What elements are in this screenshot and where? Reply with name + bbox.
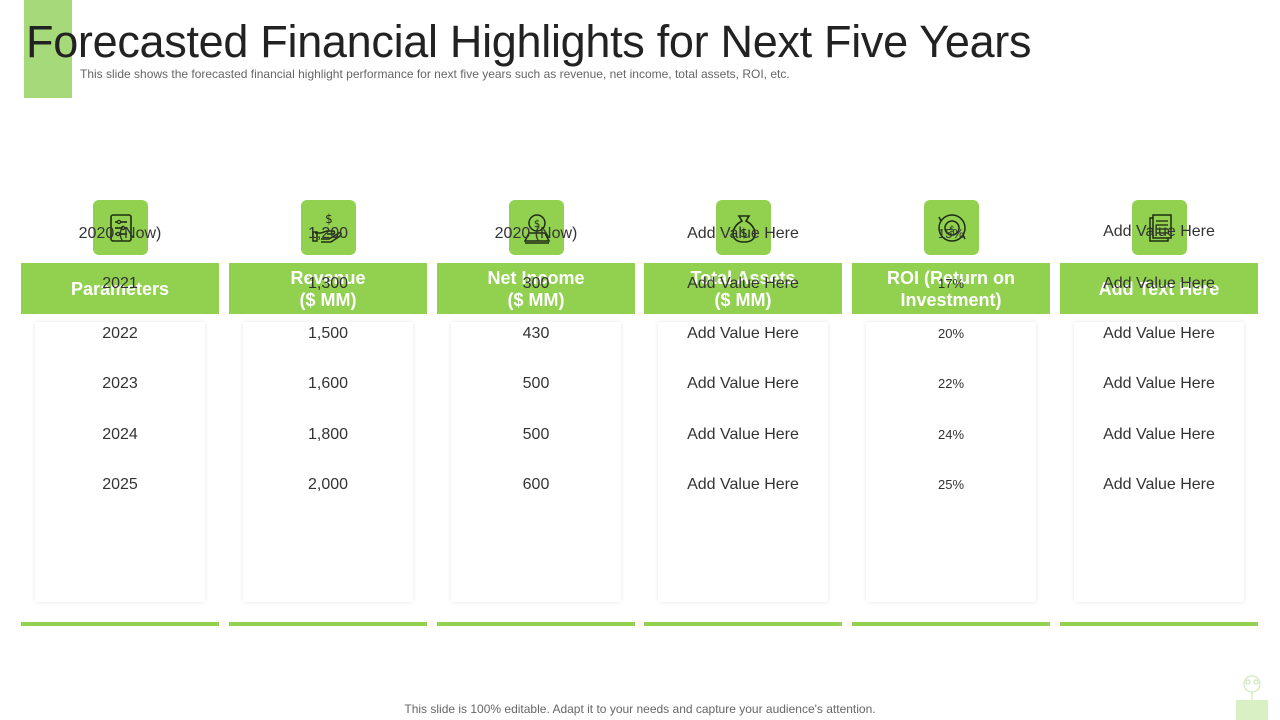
table-cell: 15%	[937, 226, 965, 241]
table-cell: Add Value Here	[687, 225, 799, 242]
table-cell: 500	[522, 375, 550, 392]
table-cell: 1,200	[307, 225, 349, 242]
column-header: ROI (Return on Investment)	[852, 263, 1050, 314]
coin-cycle-icon: $	[937, 213, 966, 242]
hand-dollar-icon-box: $	[301, 200, 356, 255]
table-cell: 1,500	[307, 325, 349, 342]
table-cell: Add Value Here	[687, 426, 799, 443]
column-header-line: Total Assets	[690, 267, 796, 288]
checklist-icon	[109, 213, 132, 242]
table-cell: Add Value Here	[687, 375, 799, 392]
table-cell: Add Value Here	[1103, 426, 1215, 443]
documents-icon	[1148, 213, 1172, 242]
column-header: Net Income ($ MM)	[437, 263, 635, 314]
column-body	[21, 314, 219, 622]
column-header-line: Add Text Here	[1098, 278, 1220, 299]
table-cell: 500	[522, 426, 550, 443]
column-bottom-bar	[1060, 622, 1258, 626]
svg-text:$: $	[949, 225, 955, 235]
money-bag-icon: $	[731, 214, 756, 243]
column-bottom-bar	[437, 622, 635, 626]
column-body	[852, 314, 1050, 622]
table-cell: 25%	[937, 477, 965, 492]
table-cell: Add Value Here	[1103, 275, 1215, 292]
title-accent-bar	[24, 0, 72, 98]
column-header: Total Assets ($ MM)	[644, 263, 842, 314]
coin-cycle-icon-box: $	[924, 200, 979, 255]
table-cell: 1,300	[307, 275, 349, 292]
column-2: $ Revenue ($ MM) 1,200 1,300 1,500 1,600 1,800 2…	[229, 200, 427, 627]
table-cell: 1,600	[307, 375, 349, 392]
column-1: Parameters 2020 (Now) 2021 2022 2023 2024 2025	[21, 200, 219, 627]
column-header-line: ($ MM)	[714, 289, 772, 310]
column-header: Parameters	[21, 263, 219, 314]
column-bottom-bar	[644, 622, 842, 626]
column-5: $ ROI (Return on Investment) 15% 17% 20% 22% 24…	[852, 200, 1050, 627]
column-header-line: Investment)	[900, 289, 1002, 310]
column-bottom-bar	[21, 622, 219, 626]
column-header-line: ROI (Return on	[887, 267, 1015, 288]
hand-dollar-icon: $	[311, 212, 342, 243]
documents-icon-box	[1132, 200, 1187, 255]
column-3: $ Net Income ($ MM) 2020 (Now) 300 430 500 500 6…	[437, 200, 635, 627]
money-bag-icon-box: $	[716, 200, 771, 255]
table-cell: 2022	[102, 325, 138, 342]
column-header-line: Net Income	[487, 267, 585, 288]
tree-logo-icon	[1243, 675, 1261, 700]
column-header: Add Text Here	[1060, 263, 1258, 314]
table-cell: Add Value Here	[1103, 375, 1215, 392]
table-cell: 22%	[937, 376, 965, 391]
svg-text:$: $	[740, 226, 748, 240]
column-bottom-bar	[852, 622, 1050, 626]
table-cell: 1,800	[307, 426, 349, 443]
table-cell: 2024	[102, 426, 138, 443]
table-cell: 2,000	[307, 476, 349, 493]
table-cell: 430	[522, 325, 550, 342]
table-cell: Add Value Here	[1103, 223, 1215, 240]
page-title: Forecasted Financial Highlights for Next…	[26, 16, 1032, 67]
table-cell: 2023	[102, 375, 138, 392]
page-subtitle: This slide shows the forecasted financia…	[80, 67, 790, 81]
svg-text:$: $	[325, 212, 333, 226]
column-body	[229, 314, 427, 622]
column-body	[644, 314, 842, 622]
column-header-line: ($ MM)	[299, 289, 357, 310]
money-bag-stand-icon: $	[523, 213, 550, 244]
column-header-line: Parameters	[70, 278, 170, 299]
column-header-line: ($ MM)	[507, 289, 565, 310]
table-cell: 2020 (Now)	[494, 225, 578, 242]
footer-note: This slide is 100% editable. Adapt it to…	[404, 702, 876, 716]
column-body	[1060, 314, 1258, 622]
checklist-icon-box	[93, 200, 148, 255]
svg-text:$: $	[533, 219, 539, 230]
table-cell: 20%	[937, 326, 965, 341]
table-cell: 17%	[937, 276, 965, 291]
money-bag-stand-icon-box: $	[509, 200, 564, 255]
column-bottom-bar	[229, 622, 427, 626]
column-header-line: Revenue	[290, 267, 366, 288]
table-cell: 300	[522, 275, 550, 292]
table-cell: 2025	[102, 476, 138, 493]
table-cell: Add Value Here	[1103, 325, 1215, 342]
table-cell: 24%	[937, 427, 965, 442]
column-body	[437, 314, 635, 622]
column-6: Add Text Here Add Value Here Add Value Her…	[1060, 200, 1258, 627]
column-4: $ Total Assets ($ MM) Add Value Here Add Val…	[644, 200, 842, 627]
table-cell: 2020 (Now)	[78, 225, 162, 242]
table-cell: 2021	[102, 275, 138, 292]
corner-logo-block	[1236, 700, 1268, 720]
table-cell: Add Value Here	[687, 325, 799, 342]
table-cell: Add Value Here	[1103, 476, 1215, 493]
table-cell: Add Value Here	[687, 275, 799, 292]
column-header: Revenue ($ MM)	[229, 263, 427, 314]
table-cell: Add Value Here	[687, 476, 799, 493]
table-cell: 600	[522, 476, 550, 493]
